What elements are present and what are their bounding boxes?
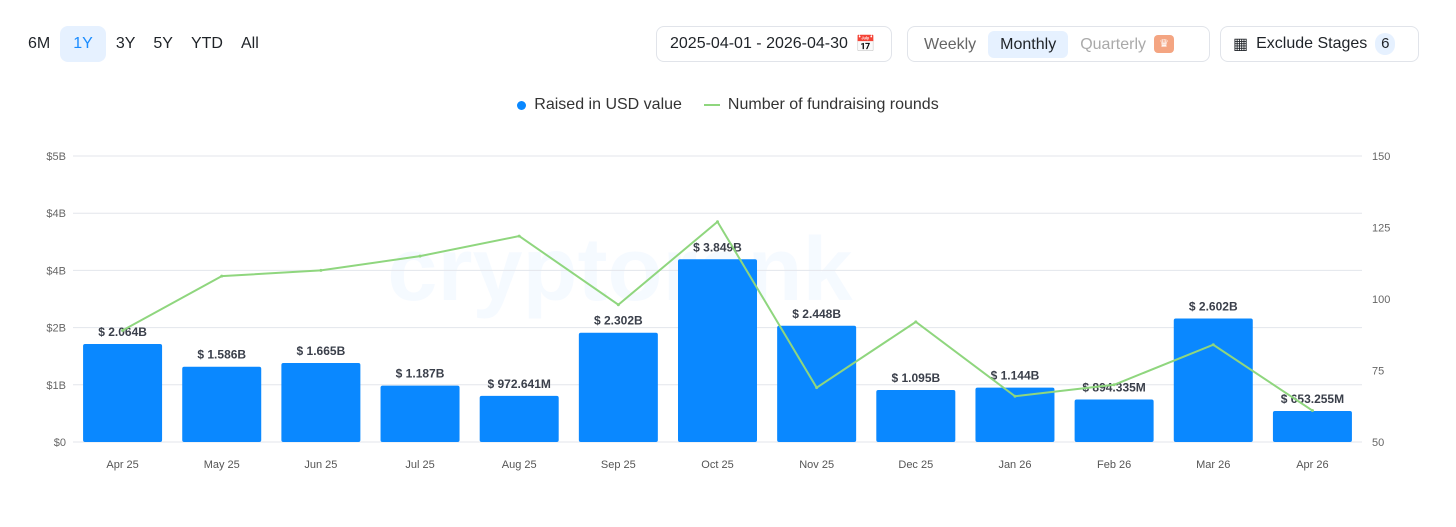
bar — [182, 366, 262, 442]
right-axis-tick: 75 — [1372, 366, 1384, 378]
bar — [1173, 318, 1253, 442]
rounds-point — [1211, 343, 1215, 347]
legend-line-label: Number of fundraising rounds — [727, 96, 939, 113]
x-axis-tick: Jun 25 — [304, 459, 337, 471]
bar-data-label: $ 894.335M — [1082, 381, 1145, 395]
left-axis-tick: $5B — [46, 151, 66, 163]
bar-data-label: $ 1.144B — [991, 369, 1040, 383]
x-axis-tick: Apr 26 — [1296, 459, 1328, 471]
x-axis-tick: Sep 25 — [601, 459, 636, 471]
date-range-value: 2025-04-01 - 2026-04-30 — [670, 35, 848, 52]
granularity-weekly[interactable]: Weekly — [924, 35, 977, 53]
legend-line[interactable]: Number of fundraising rounds — [703, 96, 939, 114]
bar-data-label: $ 1.665B — [297, 344, 346, 358]
x-axis-tick: Jan 26 — [998, 459, 1031, 471]
x-axis-tick: Jul 25 — [405, 459, 434, 471]
exclude-stages-button[interactable]: ▦ Exclude Stages 6 — [1220, 26, 1419, 62]
right-axis-tick: 125 — [1372, 223, 1390, 235]
right-axis-tick: 50 — [1372, 437, 1384, 449]
rounds-point — [418, 254, 422, 258]
bar-data-label: $ 1.586B — [197, 348, 246, 362]
rounds-point — [121, 328, 125, 332]
flow-icon: ▦ — [1233, 36, 1249, 53]
x-axis-tick: Aug 25 — [502, 459, 537, 471]
rounds-point — [914, 320, 918, 324]
right-axis-tick: 100 — [1372, 294, 1390, 306]
bar-data-label: $ 2.302B — [594, 314, 643, 328]
legend-bars-label: Raised in USD value — [534, 96, 682, 113]
bar — [1272, 410, 1352, 442]
x-axis-tick: Oct 25 — [701, 459, 733, 471]
range-3y[interactable]: 3Y — [115, 35, 136, 52]
left-axis-tick: $0 — [54, 437, 66, 449]
granularity-quarterly-label: Quarterly — [1080, 35, 1146, 53]
x-axis-tick: Feb 26 — [1097, 459, 1131, 471]
bar-data-label: $ 1.187B — [396, 367, 445, 381]
bar — [380, 385, 460, 442]
x-axis-tick: Mar 26 — [1196, 459, 1230, 471]
rounds-point — [616, 303, 620, 307]
exclude-stages-label: Exclude Stages — [1256, 35, 1368, 52]
range-all[interactable]: All — [240, 35, 259, 52]
x-axis-tick: May 25 — [204, 459, 240, 471]
left-axis-tick: $1B — [46, 380, 66, 392]
bar-data-label: $ 2.064B — [98, 325, 147, 339]
exclude-count-badge: 6 — [1375, 33, 1396, 55]
range-selector: 6M 1Y 3Y 5Y YTD All — [20, 26, 267, 62]
bar-data-label: $ 653.255M — [1281, 392, 1344, 406]
range-ytd[interactable]: YTD — [190, 35, 223, 52]
rounds-point — [1310, 409, 1314, 413]
bar — [83, 344, 163, 442]
bar — [876, 390, 956, 442]
chart-legend: Raised in USD value Number of fundraisin… — [0, 96, 1456, 114]
rounds-point — [517, 234, 521, 238]
left-axis-tick: $4B — [46, 265, 66, 277]
rounds-point — [1013, 394, 1017, 398]
date-range-picker[interactable]: 2025-04-01 - 2026-04-30 📅 — [656, 26, 892, 62]
calendar-icon: 📅 — [855, 36, 876, 53]
legend-dot-icon — [517, 100, 527, 110]
bar-data-label: $ 1.095B — [891, 371, 940, 385]
bar — [975, 387, 1055, 442]
rounds-point — [716, 220, 719, 224]
x-axis-tick: Nov 25 — [799, 459, 834, 471]
bar — [281, 362, 361, 442]
range-6m[interactable]: 6M — [28, 35, 51, 52]
left-axis-tick: $2B — [46, 323, 66, 335]
granularity-monthly[interactable]: Monthly — [988, 30, 1069, 58]
left-axis-tick: $4B — [46, 208, 66, 220]
bar-data-label: $ 2.448B — [792, 307, 841, 321]
legend-line-icon — [703, 104, 720, 106]
bar — [578, 332, 658, 442]
range-5y[interactable]: 5Y — [153, 35, 173, 52]
bar-data-label: $ 2.602B — [1189, 299, 1238, 313]
bar — [479, 395, 559, 442]
bar-data-label: $ 972.641M — [487, 377, 550, 391]
bar — [1074, 399, 1154, 442]
x-axis-tick: Dec 25 — [898, 459, 933, 471]
rounds-point — [220, 274, 224, 278]
granularity-selector: Weekly Monthly Quarterly ♛ — [907, 26, 1210, 62]
x-axis-tick: Apr 25 — [106, 459, 138, 471]
granularity-quarterly[interactable]: Quarterly ♛ — [1068, 31, 1186, 58]
rounds-point — [815, 386, 819, 390]
rounds-point — [1112, 383, 1116, 387]
legend-bars[interactable]: Raised in USD value — [517, 96, 682, 114]
right-axis-tick: 150 — [1372, 151, 1390, 163]
rounds-point — [319, 268, 323, 272]
crown-icon: ♛ — [1154, 35, 1174, 53]
range-1y[interactable]: 1Y — [60, 26, 106, 62]
bar — [678, 259, 757, 442]
